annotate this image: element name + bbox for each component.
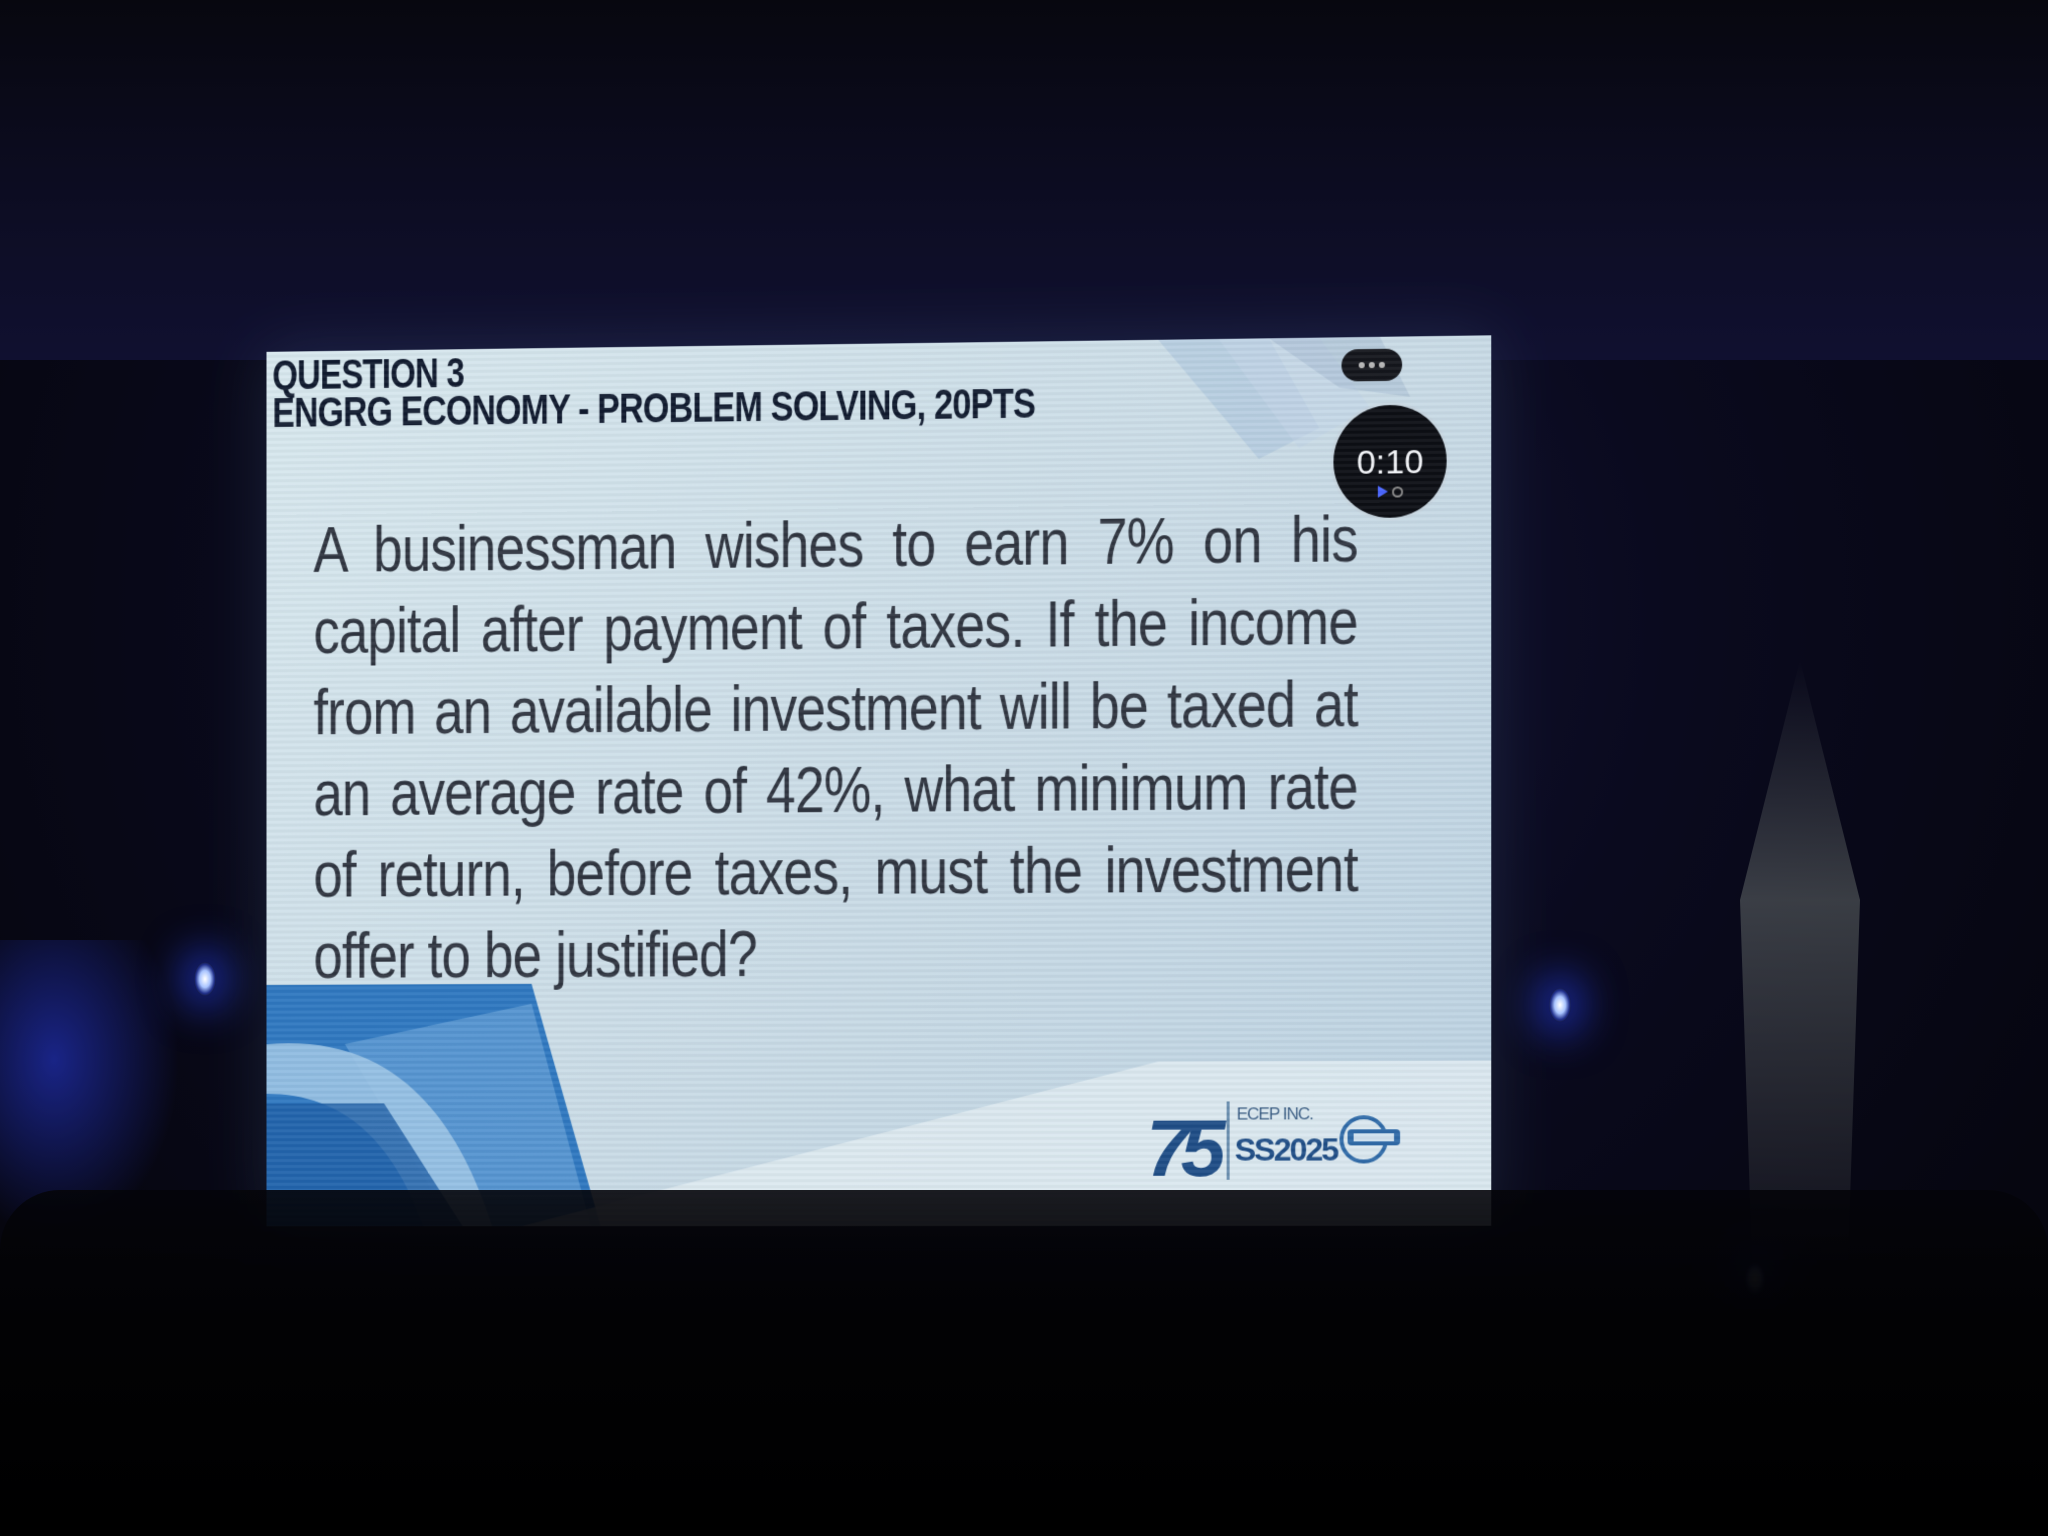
- flag: [1740, 660, 1860, 1260]
- anniversary-logo: 75: [1146, 1097, 1226, 1187]
- timer-controls[interactable]: [1378, 485, 1404, 497]
- audience-silhouettes: [0, 1190, 2048, 1536]
- logo-divider: [1227, 1101, 1230, 1179]
- question-text: A businessman wishes to earn 7% on his c…: [313, 498, 1357, 997]
- projection-screen: QUESTION 3 ENGRG ECONOMY - PROBLEM SOLVI…: [266, 335, 1491, 1226]
- question-category: ENGRG ECONOMY - PROBLEM SOLVING, 20PTS: [272, 379, 1035, 437]
- ceiling-background: [0, 0, 2048, 360]
- badge-dot-icon: [1369, 362, 1375, 368]
- reset-icon[interactable]: [1392, 486, 1403, 497]
- timer-badge: [1342, 349, 1403, 382]
- play-icon[interactable]: [1378, 486, 1388, 498]
- anniversary-number: 75: [1146, 1103, 1226, 1188]
- stage-light-left: [194, 962, 216, 996]
- stage-light-right: [1549, 988, 1571, 1022]
- badge-dot-icon: [1379, 362, 1385, 368]
- org-name: ECEP INC.: [1237, 1104, 1313, 1124]
- badge-dot-icon: [1359, 362, 1365, 368]
- organization-seal-icon: [1333, 1111, 1404, 1167]
- timer-value: 0:10: [1333, 443, 1446, 484]
- event-name: SS2025: [1235, 1131, 1338, 1168]
